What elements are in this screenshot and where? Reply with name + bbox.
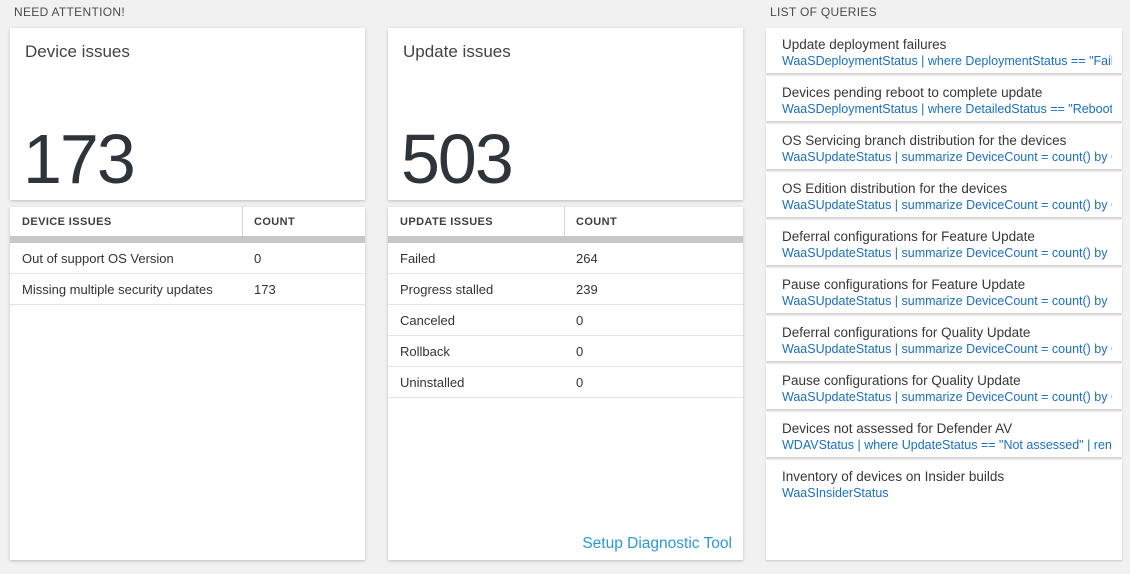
query-title: Update deployment failures <box>782 37 947 52</box>
query-text: WaaSUpdateStatus | summarize DeviceCount… <box>782 150 1112 164</box>
column-header-count: COUNT <box>254 215 296 228</box>
row-count: 264 <box>576 250 598 266</box>
update-issues-table: UPDATE ISSUES COUNT Failed 264 Progress … <box>388 207 743 560</box>
row-count: 0 <box>576 374 584 390</box>
row-count: 239 <box>576 281 598 297</box>
query-title: Devices pending reboot to complete updat… <box>782 85 1043 100</box>
row-label: Uninstalled <box>400 374 465 390</box>
query-text: WDAVStatus | where UpdateStatus == "Not … <box>782 438 1112 452</box>
query-title: Deferral configurations for Feature Upda… <box>782 229 1035 244</box>
table-row-missing-security-updates[interactable]: Missing multiple security updates 173 <box>10 274 365 305</box>
column-header-count: COUNT <box>576 215 618 228</box>
table-row-canceled[interactable]: Canceled 0 <box>388 305 743 336</box>
query-text: WaaSUpdateStatus | summarize DeviceCount… <box>782 294 1112 308</box>
setup-diagnostic-tool-link[interactable]: Setup Diagnostic Tool <box>582 535 732 552</box>
device-issues-table: DEVICE ISSUES COUNT Out of support OS Ve… <box>10 207 365 560</box>
row-label: Progress stalled <box>400 281 494 297</box>
query-text: WaaSUpdateStatus | summarize DeviceCount… <box>782 342 1112 356</box>
query-title: Inventory of devices on Insider builds <box>782 469 1005 484</box>
query-list: Update deployment failures WaaSDeploymen… <box>766 28 1122 560</box>
query-item-deferral-quality-update[interactable]: Deferral configurations for Quality Upda… <box>766 316 1122 361</box>
query-item-pause-feature-update[interactable]: Pause configurations for Feature Update … <box>766 268 1122 313</box>
row-count: 0 <box>576 312 584 328</box>
query-title: Pause configurations for Quality Update <box>782 373 1021 388</box>
query-item-deferral-feature-update[interactable]: Deferral configurations for Feature Upda… <box>766 220 1122 265</box>
query-text: WaaSInsiderStatus <box>782 486 889 500</box>
device-issues-count: 173 <box>23 120 136 198</box>
update-issues-tile-title: Update issues <box>403 42 511 61</box>
query-title: OS Edition distribution for the devices <box>782 181 1008 196</box>
row-label: Rollback <box>400 343 450 359</box>
row-label: Out of support OS Version <box>22 250 174 266</box>
table-row-rollback[interactable]: Rollback 0 <box>388 336 743 367</box>
query-title: OS Servicing branch distribution for the… <box>782 133 1067 148</box>
query-text: WaaSDeploymentStatus | where DeploymentS… <box>782 54 1112 68</box>
query-title: Pause configurations for Feature Update <box>782 277 1026 292</box>
update-issues-count: 503 <box>401 120 514 198</box>
update-issues-table-header: UPDATE ISSUES COUNT <box>388 207 743 236</box>
query-item-insider-builds-inventory[interactable]: Inventory of devices on Insider builds W… <box>766 460 1122 560</box>
query-text: WaaSUpdateStatus | summarize DeviceCount… <box>782 390 1112 404</box>
row-label: Missing multiple security updates <box>22 281 213 297</box>
device-issues-tile[interactable]: Device issues 173 <box>10 28 365 200</box>
table-header-divider-bar <box>10 236 365 243</box>
row-count: 0 <box>576 343 584 359</box>
table-row-failed[interactable]: Failed 264 <box>388 243 743 274</box>
query-item-devices-pending-reboot[interactable]: Devices pending reboot to complete updat… <box>766 76 1122 121</box>
table-row-out-of-support[interactable]: Out of support OS Version 0 <box>10 243 365 274</box>
device-issues-table-header: DEVICE ISSUES COUNT <box>10 207 365 236</box>
query-title: Devices not assessed for Defender AV <box>782 421 1013 436</box>
column-header-update-issues: UPDATE ISSUES <box>388 207 565 236</box>
row-label: Failed <box>400 250 436 266</box>
table-row-progress-stalled[interactable]: Progress stalled 239 <box>388 274 743 305</box>
query-item-os-edition-distribution[interactable]: OS Edition distribution for the devices … <box>766 172 1122 217</box>
update-issues-tile[interactable]: Update issues 503 <box>388 28 743 200</box>
row-count: 173 <box>254 281 276 297</box>
table-header-divider-bar <box>388 236 743 243</box>
query-item-defender-av-not-assessed[interactable]: Devices not assessed for Defender AV WDA… <box>766 412 1122 457</box>
query-text: WaaSUpdateStatus | summarize DeviceCount… <box>782 246 1112 260</box>
query-item-os-servicing-branch[interactable]: OS Servicing branch distribution for the… <box>766 124 1122 169</box>
section-title-need-attention: NEED ATTENTION! <box>14 5 125 19</box>
query-item-pause-quality-update[interactable]: Pause configurations for Quality Update … <box>766 364 1122 409</box>
query-title: Deferral configurations for Quality Upda… <box>782 325 1031 340</box>
query-text: WaaSDeploymentStatus | where DetailedSta… <box>782 102 1112 116</box>
column-header-device-issues: DEVICE ISSUES <box>10 207 243 236</box>
section-title-list-of-queries: LIST OF QUERIES <box>770 5 877 19</box>
device-issues-tile-title: Device issues <box>25 42 130 61</box>
table-row-uninstalled[interactable]: Uninstalled 0 <box>388 367 743 398</box>
row-count: 0 <box>254 250 262 266</box>
query-text: WaaSUpdateStatus | summarize DeviceCount… <box>782 198 1112 212</box>
row-label: Canceled <box>400 312 455 328</box>
query-item-update-deployment-failures[interactable]: Update deployment failures WaaSDeploymen… <box>766 28 1122 73</box>
